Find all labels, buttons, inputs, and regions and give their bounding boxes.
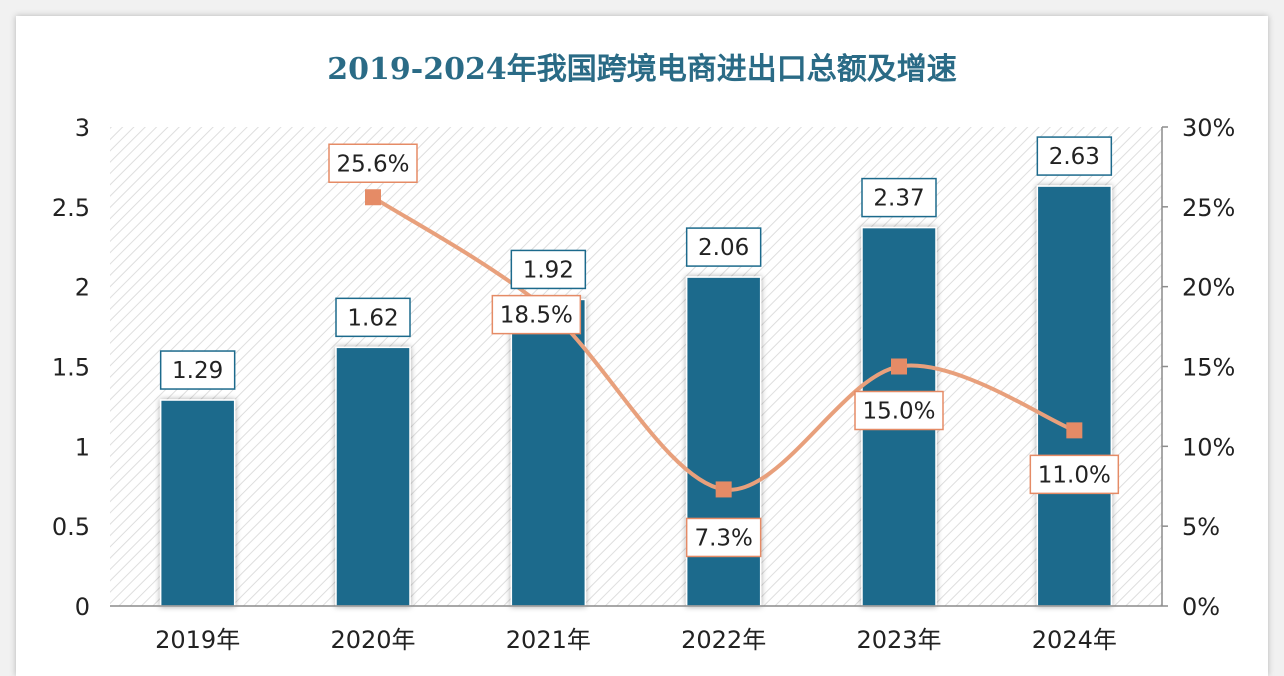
- bar-value-label-box: [1036, 136, 1113, 176]
- bar-value-label: 2.63: [1049, 144, 1100, 170]
- data-labels: 1.29 1.62 1.92 2.06 2.37 2.63 25.6% 18.5% 7.3% 15…: [159, 136, 1120, 558]
- x-tick-label: 2019年: [155, 626, 240, 651]
- bar-value-label-box: [861, 177, 937, 218]
- chart-title: 2019-2024年我国跨境电商进出口总额及增速: [327, 52, 957, 87]
- y2-tick-label: 20%: [1182, 274, 1235, 302]
- y-tick-label: 1.5: [52, 354, 90, 382]
- x-tick-label: 2022年: [681, 626, 766, 651]
- y2-tick-label: 5%: [1182, 513, 1220, 541]
- bar-value-label: 2.37: [873, 186, 924, 212]
- bar-value-label: 1.29: [172, 358, 223, 384]
- x-tick-label: 2020年: [330, 626, 415, 651]
- growth-value-label: 15.0%: [862, 399, 935, 425]
- line-marker: [365, 189, 381, 206]
- bar-value-label-box: [685, 227, 762, 267]
- line-marker: [715, 481, 732, 498]
- y2-tick-label: 30%: [1182, 114, 1235, 142]
- growth-value-label-box: [1029, 454, 1120, 495]
- line-marker: [1066, 422, 1083, 439]
- line-marker: [891, 358, 907, 375]
- bar-value-label: 1.62: [347, 305, 398, 331]
- bar: [1036, 185, 1113, 607]
- x-tick-label: 2024年: [1032, 626, 1117, 651]
- growth-value-label: 25.6%: [336, 151, 409, 177]
- growth-value-label-box: [854, 390, 944, 431]
- bar: [510, 298, 587, 607]
- x-tick-label: 2021年: [506, 626, 591, 651]
- y-tick-label: 0.5: [52, 513, 90, 541]
- y2-tick-label: 10%: [1182, 433, 1235, 461]
- y-tick-label: 3: [75, 114, 90, 142]
- growth-value-label-box: [685, 517, 762, 558]
- growth-value-label: 7.3%: [694, 525, 752, 551]
- axes: 00.511.522.530%5%10%15%20%25%30%2019年 202…: [52, 114, 1236, 651]
- growth-value-label-box: [328, 143, 418, 184]
- y2-tick-label: 25%: [1182, 194, 1235, 222]
- y-tick-label: 2.5: [52, 194, 90, 222]
- chart-area: 00.511.522.530%5%10%15%20%25%30%2019年 202…: [52, 114, 1236, 651]
- bar-value-label-box: [510, 249, 587, 290]
- y2-tick-label: 15%: [1182, 354, 1235, 382]
- growth-line: [365, 189, 1083, 498]
- bar: [159, 399, 236, 607]
- bar-value-label-box: [159, 350, 236, 390]
- bar-value-label: 2.06: [698, 235, 749, 261]
- growth-value-label: 11.0%: [1038, 462, 1111, 488]
- y-tick-label: 1: [75, 433, 90, 461]
- y-tick-label: 0: [75, 593, 90, 621]
- y-tick-label: 2: [75, 274, 90, 302]
- y2-tick-label: 0%: [1182, 593, 1220, 621]
- bar: [335, 346, 411, 607]
- growth-value-label: 18.5%: [500, 303, 573, 329]
- plot-area-background: [110, 127, 1162, 606]
- bar-value-label: 1.92: [523, 257, 574, 283]
- bar-value-label-box: [335, 297, 411, 338]
- x-tick-label: 2023年: [856, 626, 941, 651]
- growth-value-label-box: [491, 294, 582, 335]
